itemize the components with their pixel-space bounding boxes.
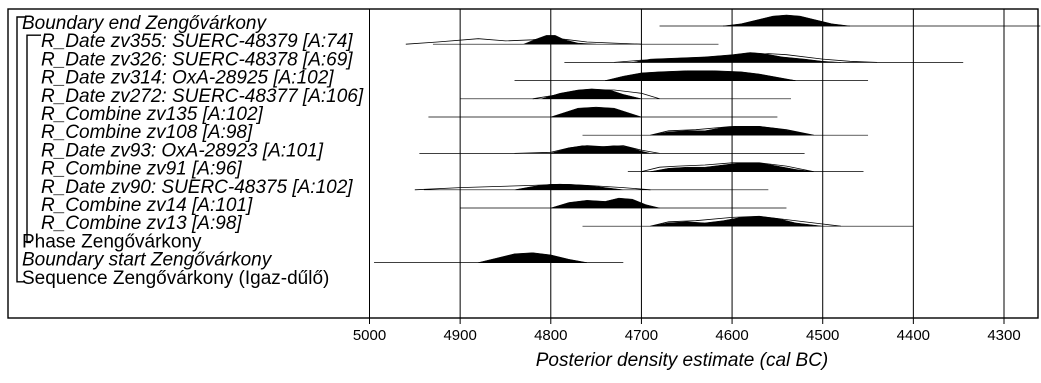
- posterior-curve: [650, 126, 814, 136]
- posterior-curve: [514, 184, 624, 191]
- row-label: R_Date zv90: SUERC-48375 [A:102]: [41, 177, 353, 198]
- posterior-curve: [550, 197, 660, 209]
- x-axis-title: Posterior density estimate (cal BC): [536, 350, 829, 371]
- row-label: Boundary start Zengővárkony: [22, 250, 273, 271]
- posterior-curve: [541, 88, 642, 100]
- tick-label-4700: 4700: [625, 327, 658, 344]
- row-label: R_Date zv272: SUERC-48377 [A:106]: [41, 86, 364, 107]
- sequence-bracket: [16, 16, 25, 283]
- tick-label-4900: 4900: [443, 327, 476, 344]
- row-label: R_Combine zv14 [A:101]: [41, 195, 253, 216]
- posterior-curve: [550, 145, 651, 154]
- row-label: R_Combine zv91 [A:96]: [41, 159, 242, 180]
- tick-label-4400: 4400: [897, 327, 930, 344]
- posterior-curve: [478, 252, 588, 263]
- row-label: Boundary end Zengővárkony: [22, 13, 267, 34]
- tick-label-5000: 5000: [353, 327, 386, 344]
- row-label: R_Date zv355: SUERC-48379 [A:74]: [41, 31, 353, 52]
- posterior-curve: [650, 216, 823, 227]
- row-label: Phase Zengővárkony: [22, 231, 202, 252]
- plot-frame: [7, 8, 1039, 319]
- posterior-curve: [605, 70, 796, 81]
- row-label: R_Combine zv108 [A:98]: [41, 122, 253, 143]
- tick-label-4600: 4600: [715, 327, 748, 344]
- posterior-curve: [650, 162, 814, 172]
- tick-label-4300: 4300: [987, 327, 1020, 344]
- row-label: R_Date zv314: OxA-28925 [A:102]: [41, 68, 334, 89]
- posterior-curve: [722, 14, 850, 27]
- plot-border: [7, 8, 1039, 319]
- row-label: R_Combine zv13 [A:98]: [41, 213, 242, 234]
- structure-brackets: [16, 16, 41, 283]
- posterior-curve: [632, 52, 841, 63]
- grid-lines: [369, 9, 1005, 318]
- row-label: R_Date zv326: SUERC-48378 [A:69]: [41, 49, 353, 70]
- prior-curve: [641, 162, 814, 172]
- posterior-curve: [523, 35, 597, 45]
- tick-label-4500: 4500: [806, 327, 839, 344]
- posterior-curve: [550, 106, 642, 118]
- density-curves: [374, 14, 1041, 263]
- x-axis-ticks: 5000 4900 4800 4700 4600 4500 4400 4300: [353, 318, 1021, 344]
- phase-bracket: [26, 34, 41, 244]
- tick-label-4800: 4800: [534, 327, 567, 344]
- row-label: Sequence Zengővárkony (Igaz-dűlő): [22, 268, 329, 289]
- prior-curve: [650, 126, 814, 136]
- row-label: R_Date zv93: OxA-28923 [A:101]: [41, 140, 324, 161]
- prior-curve: [650, 215, 841, 227]
- prior-curve: [405, 37, 642, 45]
- prior-curve: [514, 145, 660, 154]
- row-label: R_Combine zv135 [A:102]: [41, 104, 264, 125]
